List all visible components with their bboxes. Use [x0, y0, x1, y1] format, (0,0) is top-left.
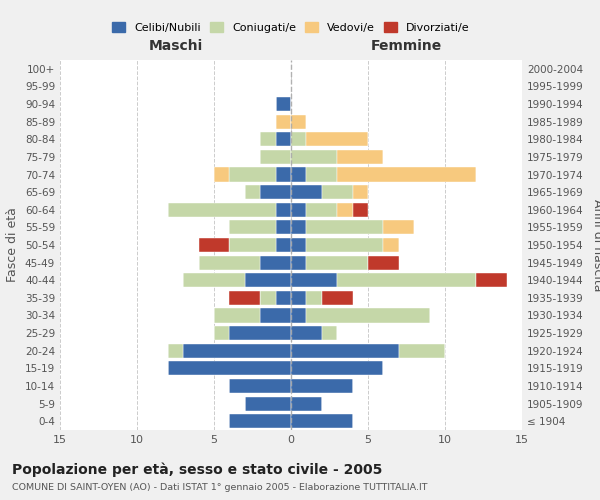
- Bar: [275, 291, 291, 305]
- Bar: [214, 168, 229, 181]
- Bar: [260, 150, 291, 164]
- Bar: [291, 308, 307, 322]
- Bar: [307, 202, 337, 217]
- Bar: [307, 238, 383, 252]
- Bar: [383, 238, 399, 252]
- Bar: [229, 220, 275, 234]
- Bar: [307, 308, 430, 322]
- Text: Maschi: Maschi: [148, 39, 203, 53]
- Bar: [275, 220, 291, 234]
- Bar: [307, 168, 337, 181]
- Bar: [291, 202, 307, 217]
- Bar: [322, 291, 353, 305]
- Text: Femmine: Femmine: [371, 39, 442, 53]
- Bar: [168, 202, 275, 217]
- Bar: [291, 273, 337, 287]
- Bar: [260, 185, 291, 199]
- Bar: [229, 291, 260, 305]
- Bar: [275, 202, 291, 217]
- Bar: [291, 220, 307, 234]
- Bar: [291, 379, 353, 393]
- Bar: [275, 97, 291, 111]
- Bar: [383, 220, 414, 234]
- Bar: [337, 202, 353, 217]
- Bar: [291, 114, 307, 128]
- Bar: [245, 185, 260, 199]
- Bar: [337, 168, 476, 181]
- Bar: [291, 396, 322, 410]
- Bar: [291, 256, 307, 270]
- Bar: [291, 132, 307, 146]
- Bar: [291, 414, 353, 428]
- Bar: [260, 308, 291, 322]
- Y-axis label: Fasce di età: Fasce di età: [7, 208, 19, 282]
- Bar: [183, 344, 291, 358]
- Bar: [260, 256, 291, 270]
- Bar: [353, 185, 368, 199]
- Bar: [368, 256, 399, 270]
- Bar: [245, 396, 291, 410]
- Bar: [229, 168, 275, 181]
- Bar: [291, 185, 322, 199]
- Text: Popolazione per età, sesso e stato civile - 2005: Popolazione per età, sesso e stato civil…: [12, 462, 382, 477]
- Bar: [214, 308, 260, 322]
- Bar: [199, 238, 229, 252]
- Bar: [275, 168, 291, 181]
- Bar: [322, 185, 353, 199]
- Bar: [291, 238, 307, 252]
- Bar: [275, 132, 291, 146]
- Bar: [307, 256, 368, 270]
- Bar: [260, 291, 275, 305]
- Bar: [291, 150, 337, 164]
- Bar: [353, 202, 368, 217]
- Bar: [275, 238, 291, 252]
- Y-axis label: Anni di nascita: Anni di nascita: [592, 198, 600, 291]
- Bar: [291, 362, 383, 376]
- Bar: [168, 362, 291, 376]
- Bar: [275, 114, 291, 128]
- Bar: [291, 344, 399, 358]
- Bar: [291, 291, 307, 305]
- Bar: [229, 414, 291, 428]
- Bar: [199, 256, 260, 270]
- Bar: [214, 326, 229, 340]
- Bar: [322, 326, 337, 340]
- Bar: [337, 150, 383, 164]
- Bar: [399, 344, 445, 358]
- Bar: [291, 326, 322, 340]
- Bar: [229, 238, 275, 252]
- Bar: [291, 168, 307, 181]
- Bar: [307, 291, 322, 305]
- Text: COMUNE DI SAINT-OYEN (AO) - Dati ISTAT 1° gennaio 2005 - Elaborazione TUTTITALIA: COMUNE DI SAINT-OYEN (AO) - Dati ISTAT 1…: [12, 484, 427, 492]
- Bar: [168, 344, 183, 358]
- Bar: [229, 326, 291, 340]
- Bar: [245, 273, 291, 287]
- Bar: [337, 273, 476, 287]
- Bar: [183, 273, 245, 287]
- Bar: [260, 132, 275, 146]
- Bar: [229, 379, 291, 393]
- Legend: Celibi/Nubili, Coniugati/e, Vedovi/e, Divorziati/e: Celibi/Nubili, Coniugati/e, Vedovi/e, Di…: [108, 18, 474, 37]
- Bar: [476, 273, 506, 287]
- Bar: [307, 132, 368, 146]
- Bar: [307, 220, 383, 234]
